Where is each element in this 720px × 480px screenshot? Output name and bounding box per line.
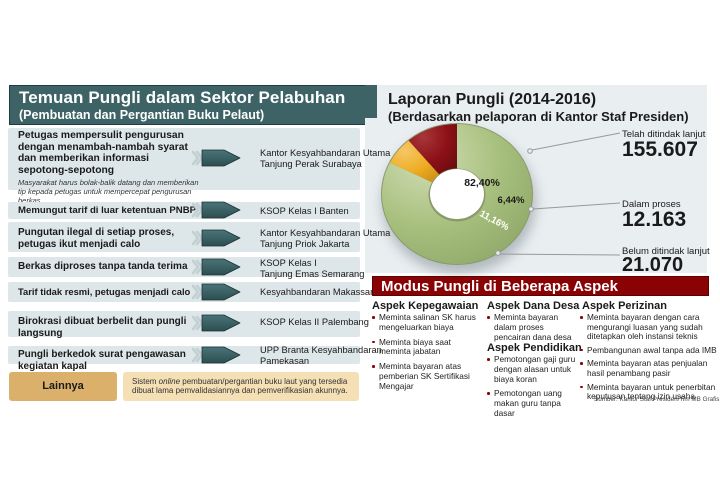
svg-text:6,44%: 6,44% — [498, 195, 525, 206]
svg-text:82,40%: 82,40% — [464, 177, 500, 189]
